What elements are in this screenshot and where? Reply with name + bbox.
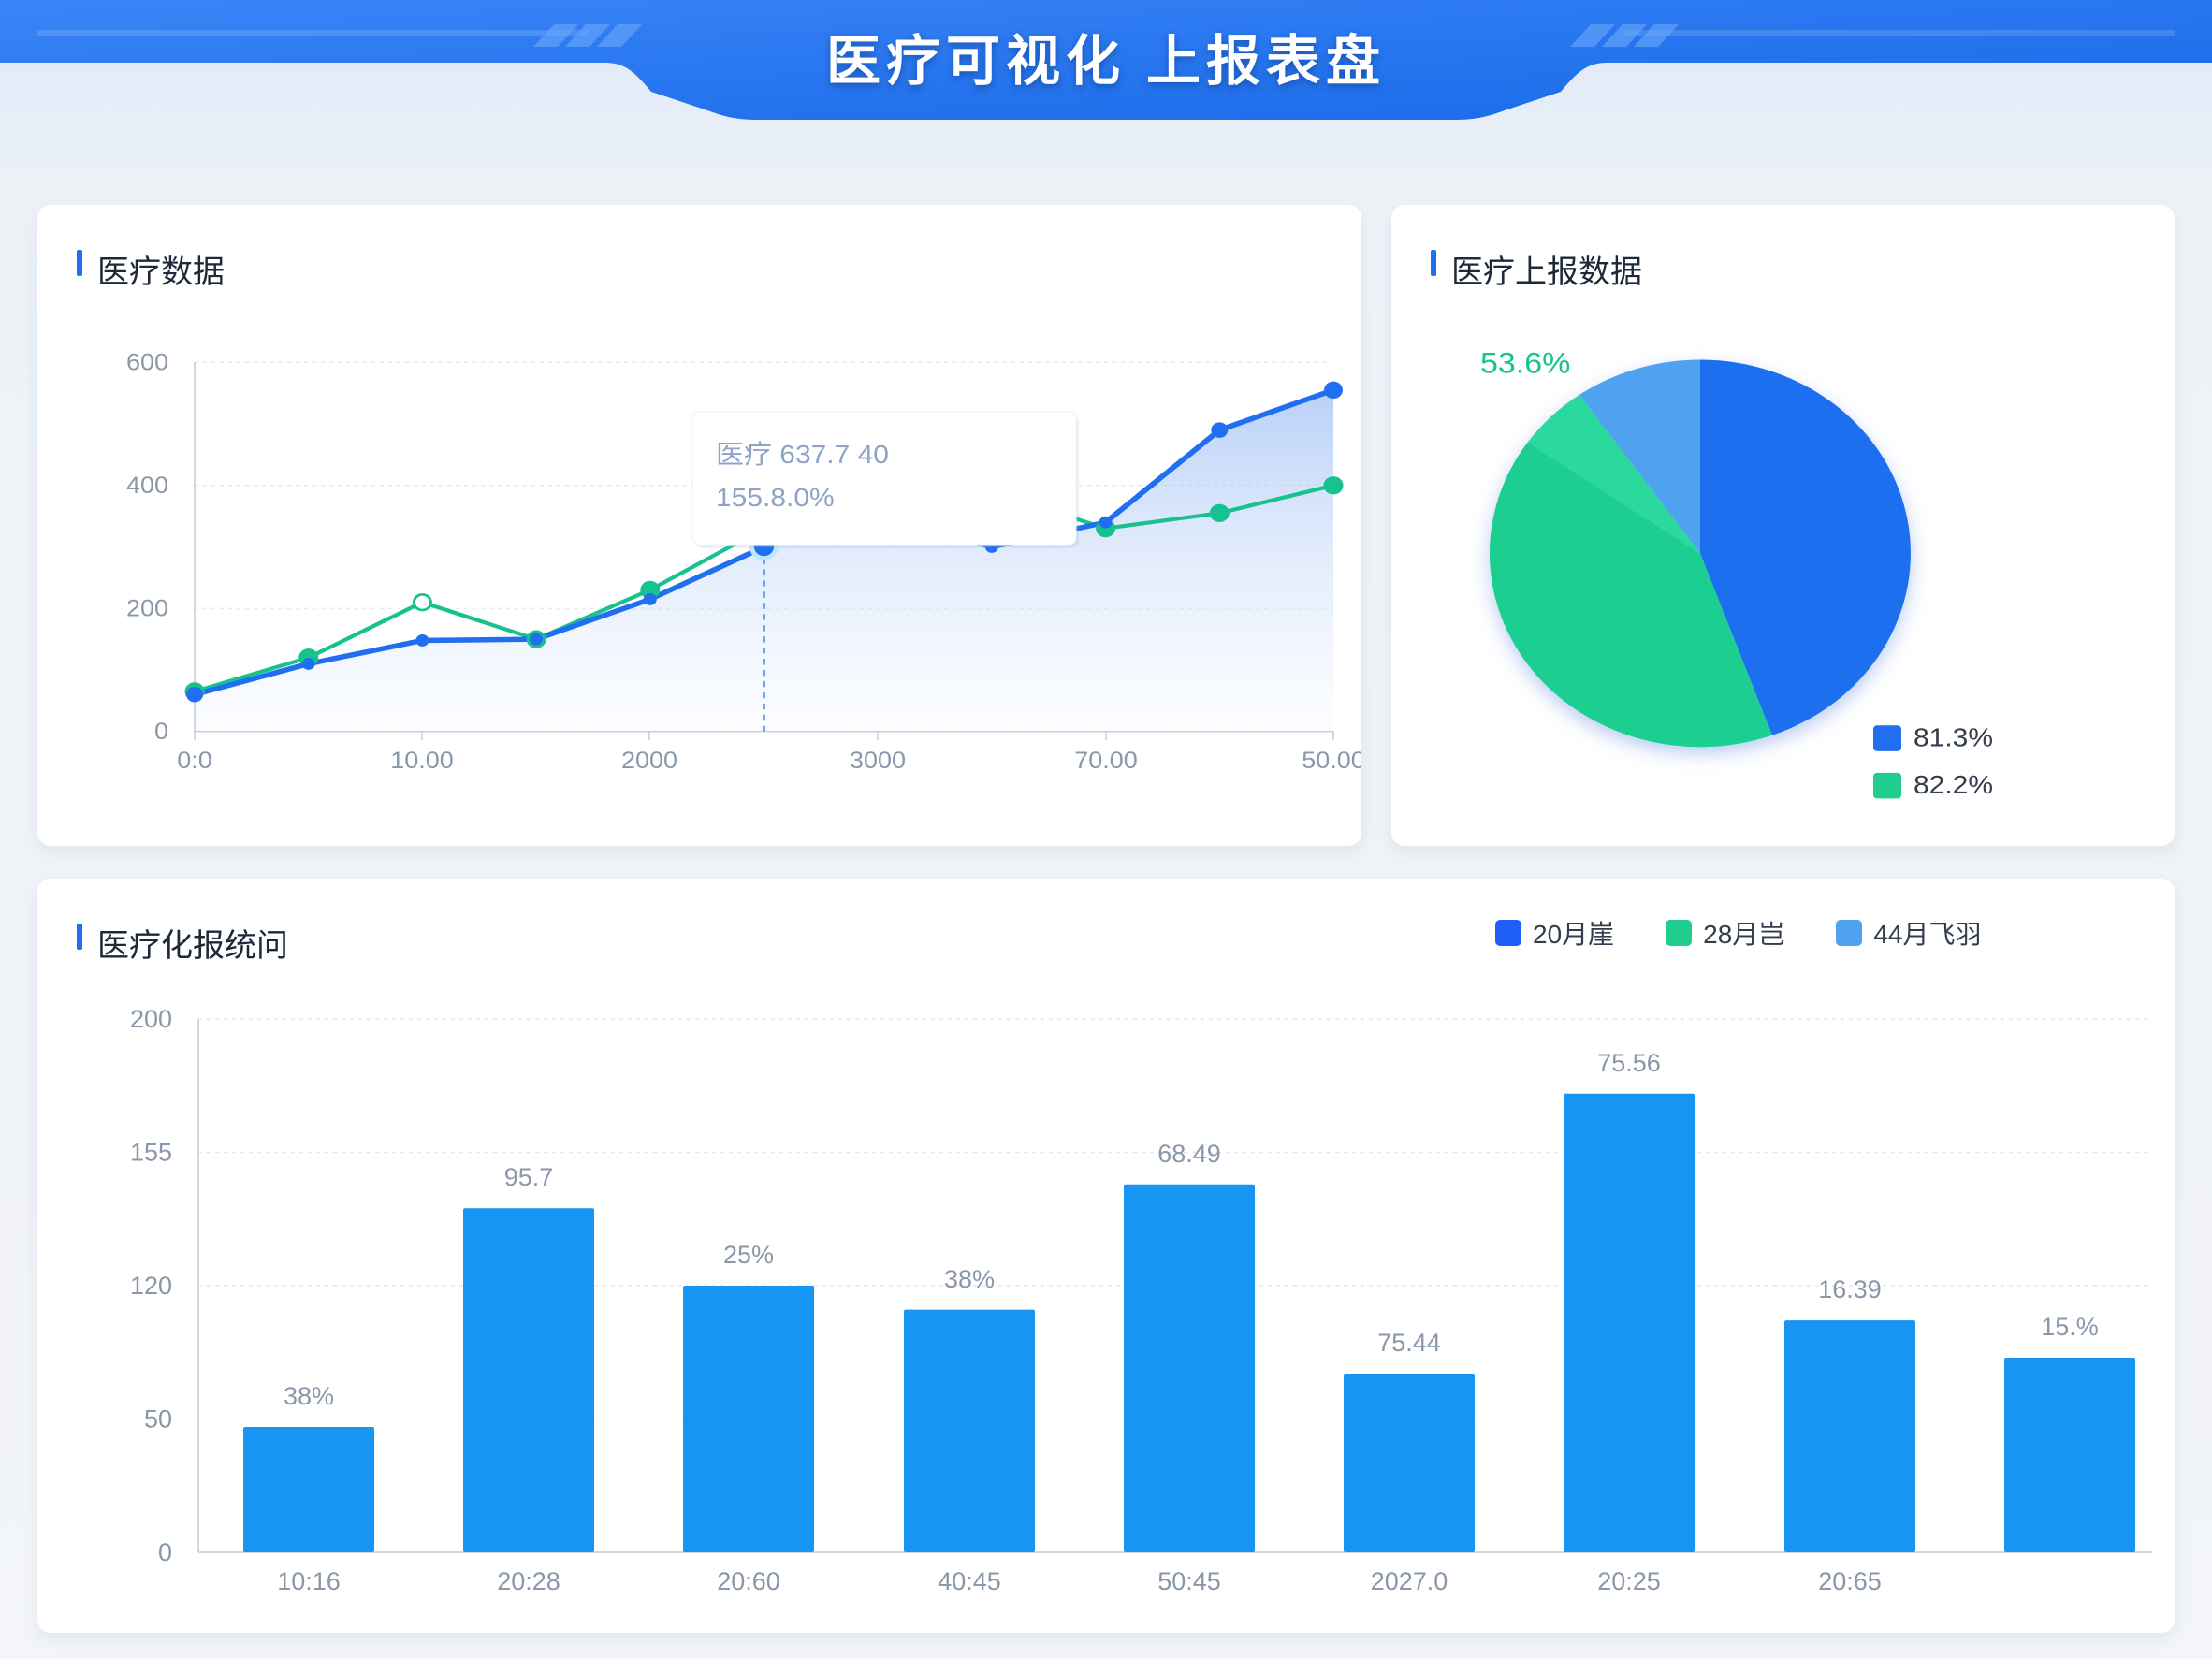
svg-text:3000: 3000 xyxy=(850,749,906,774)
svg-text:50:45: 50:45 xyxy=(1157,1567,1221,1595)
svg-text:155: 155 xyxy=(130,1139,172,1167)
svg-text:53.6%: 53.6% xyxy=(1480,346,1570,379)
svg-text:38%: 38% xyxy=(284,1382,334,1410)
svg-text:20:28: 20:28 xyxy=(497,1567,560,1595)
svg-text:20:25: 20:25 xyxy=(1597,1567,1661,1595)
svg-text:40:45: 40:45 xyxy=(938,1567,1001,1595)
svg-text:2027.0: 2027.0 xyxy=(1371,1567,1448,1595)
svg-text:200: 200 xyxy=(126,596,168,621)
svg-text:20:60: 20:60 xyxy=(717,1567,780,1595)
svg-text:16.39: 16.39 xyxy=(1818,1275,1882,1303)
svg-text:75.56: 75.56 xyxy=(1597,1049,1661,1077)
svg-text:400: 400 xyxy=(126,473,168,499)
svg-text:0: 0 xyxy=(158,1538,172,1566)
svg-text:70.00: 70.00 xyxy=(1074,749,1138,774)
svg-text:0: 0 xyxy=(154,720,168,745)
svg-text:82.2%: 82.2% xyxy=(1914,771,1993,800)
svg-text:20:65: 20:65 xyxy=(1818,1567,1882,1595)
svg-text:95.7: 95.7 xyxy=(504,1163,554,1191)
svg-text:25%: 25% xyxy=(723,1241,774,1269)
svg-text:81.3%: 81.3% xyxy=(1914,723,1993,752)
svg-text:50.00: 50.00 xyxy=(1302,749,1361,774)
svg-text:医疗 637.7 40: 医疗 637.7 40 xyxy=(716,441,889,470)
svg-text:155.8.0%: 155.8.0% xyxy=(716,484,835,513)
svg-text:10:16: 10:16 xyxy=(277,1567,341,1595)
svg-text:10.00: 10.00 xyxy=(390,749,454,774)
svg-text:200: 200 xyxy=(130,1005,172,1033)
svg-text:75.44: 75.44 xyxy=(1377,1329,1441,1357)
svg-text:120: 120 xyxy=(130,1272,172,1300)
svg-text:600: 600 xyxy=(126,350,168,375)
svg-text:15.%: 15.% xyxy=(2041,1313,2099,1341)
svg-text:2000: 2000 xyxy=(621,749,677,774)
svg-text:68.49: 68.49 xyxy=(1157,1140,1221,1168)
svg-text:50: 50 xyxy=(144,1405,172,1433)
svg-text:0:0: 0:0 xyxy=(177,749,212,774)
svg-text:38%: 38% xyxy=(944,1265,995,1293)
